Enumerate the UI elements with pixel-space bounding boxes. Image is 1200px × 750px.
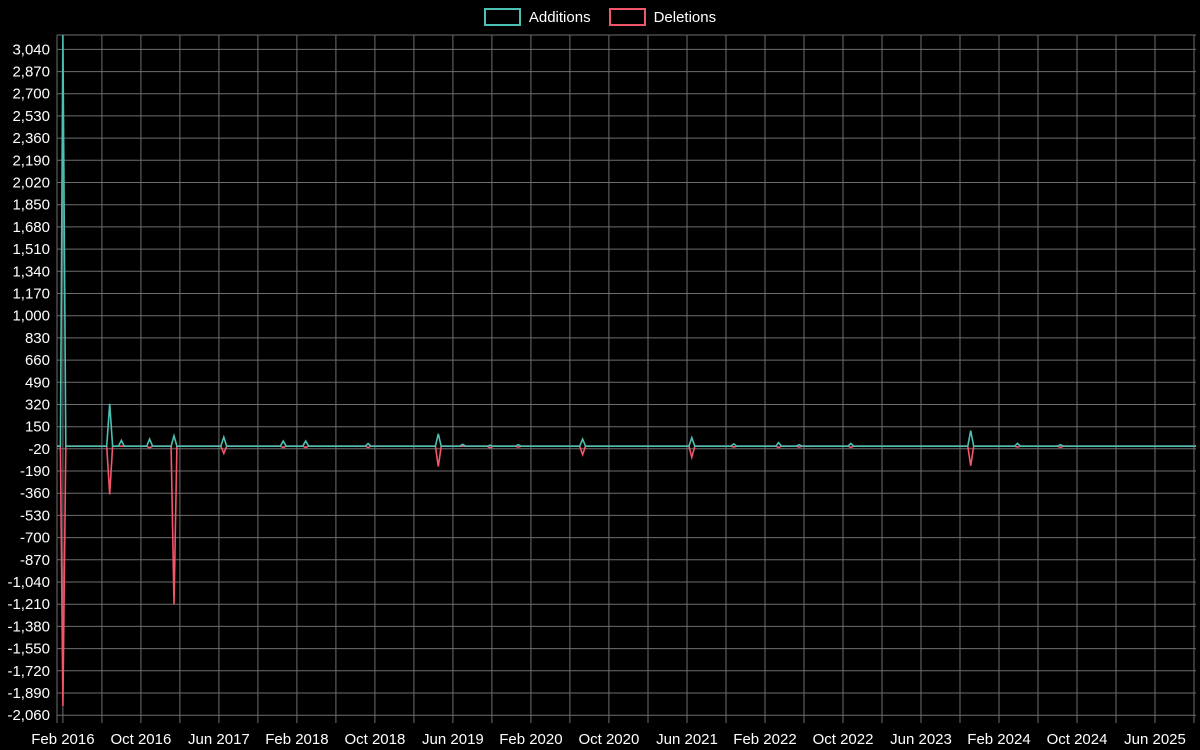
deletions-swatch-icon xyxy=(608,8,646,26)
x-tick-label: Oct 2016 xyxy=(110,731,171,748)
y-tick-label: 2,190 xyxy=(12,152,50,169)
legend-label-additions: Additions xyxy=(528,8,591,26)
y-tick-label: 1,680 xyxy=(12,219,50,236)
y-tick-label: 1,170 xyxy=(12,286,50,303)
y-tick-label: -700 xyxy=(20,530,50,547)
x-tick-label: Feb 2020 xyxy=(499,731,562,748)
y-tick-label: 1,000 xyxy=(12,308,50,325)
x-tick-label: Oct 2022 xyxy=(813,731,874,748)
x-tick-label: Oct 2018 xyxy=(344,731,405,748)
y-tick-label: -20 xyxy=(28,441,50,458)
y-tick-label: 2,360 xyxy=(12,130,50,147)
y-tick-label: -870 xyxy=(20,552,50,569)
x-tick-label: Jun 2019 xyxy=(422,731,484,748)
x-tick-label: Feb 2024 xyxy=(967,731,1030,748)
y-tick-label: 2,870 xyxy=(12,64,50,81)
legend-item-additions[interactable]: Additions xyxy=(483,8,591,26)
x-tick-label: Jun 2021 xyxy=(656,731,718,748)
y-tick-label: 320 xyxy=(25,397,50,414)
y-tick-label: -1,720 xyxy=(7,663,50,680)
y-tick-label: -530 xyxy=(20,507,50,524)
y-tick-label: 1,850 xyxy=(12,197,50,214)
y-tick-label: -1,550 xyxy=(7,641,50,658)
legend-label-deletions: Deletions xyxy=(653,8,717,26)
x-tick-label: Oct 2024 xyxy=(1047,731,1108,748)
y-tick-label: 2,700 xyxy=(12,86,50,103)
x-axis-labels: Feb 2016 Oct 2016 Jun 2017 Feb 2018 Oct 2018… xyxy=(31,731,1186,748)
y-tick-label: -1,040 xyxy=(7,574,50,591)
y-tick-label: -190 xyxy=(20,463,50,480)
x-tick-label: Feb 2018 xyxy=(265,731,328,748)
y-tick-label: -360 xyxy=(20,485,50,502)
y-tick-label: 1,510 xyxy=(12,241,50,258)
y-tick-label: 2,530 xyxy=(12,108,50,125)
y-tick-label: -1,890 xyxy=(7,685,50,702)
y-tick-label: 830 xyxy=(25,330,50,347)
y-tick-label: 2,020 xyxy=(12,175,50,192)
additions-line xyxy=(57,34,1196,448)
y-tick-label: -2,060 xyxy=(7,707,50,724)
y-tick-label: 150 xyxy=(25,419,50,436)
x-tick-label: Feb 2022 xyxy=(733,731,796,748)
y-tick-label: -1,380 xyxy=(7,618,50,635)
x-tick-label: Oct 2020 xyxy=(578,731,639,748)
grid xyxy=(56,34,1196,723)
additions-swatch-icon xyxy=(483,8,521,26)
y-tick-label: 660 xyxy=(25,352,50,369)
x-tick-label: Jun 2025 xyxy=(1124,731,1186,748)
y-axis-labels: 3,040 2,870 2,700 2,530 2,360 2,190 2,020 1,850… xyxy=(7,41,50,724)
y-tick-label: -1,210 xyxy=(7,596,50,613)
deletions-line xyxy=(57,445,1196,707)
y-tick-label: 490 xyxy=(25,374,50,391)
x-tick-label: Jun 2017 xyxy=(188,731,250,748)
legend-item-deletions[interactable]: Deletions xyxy=(608,8,717,26)
y-tick-label: 3,040 xyxy=(12,41,50,58)
chart-legend: Additions Deletions xyxy=(0,8,1200,26)
x-tick-label: Feb 2016 xyxy=(31,731,94,748)
x-tick-label: Jun 2023 xyxy=(890,731,952,748)
y-tick-label: 1,340 xyxy=(12,263,50,280)
